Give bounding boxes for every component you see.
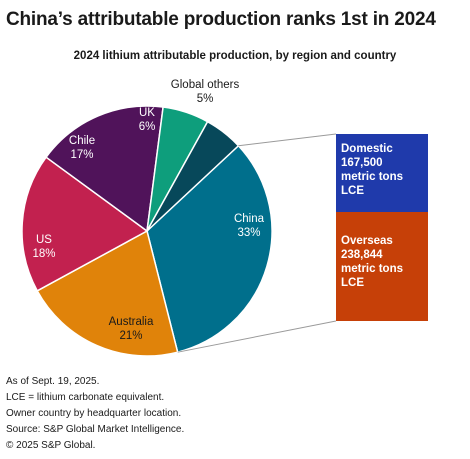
- footnote-copyright: © 2025 S&P Global.: [6, 440, 96, 451]
- domestic-line-2: 167,500: [341, 157, 383, 169]
- connector-bottom-line: [177, 320, 337, 353]
- slice-label-uk: UK 6%: [139, 107, 156, 133]
- slice-label-us: US 18%: [32, 234, 55, 260]
- overseas-line-4: LCE: [341, 277, 364, 289]
- domestic-line-4: LCE: [341, 185, 364, 197]
- pie-slice-australia: [36, 229, 179, 357]
- footnote-source: Source: S&P Global Market Intelligence.: [6, 424, 185, 435]
- slice-label-global-others: Global others 5%: [171, 79, 240, 105]
- footnotes: As of Sept. 19, 2025. LCE = lithium carb…: [6, 374, 184, 454]
- connector-top-line: [238, 133, 337, 147]
- chart-title: China’s attributable production ranks 1s…: [6, 9, 436, 30]
- pie-slice-chile: [45, 105, 164, 233]
- footnote-date: As of Sept. 19, 2025.: [6, 376, 100, 387]
- footnote-lce: LCE = lithium carbonate equivalent.: [6, 392, 165, 403]
- domestic-line-1: Domestic: [341, 143, 393, 155]
- pie-slice-global-others: [146, 120, 240, 232]
- chart-subtitle: 2024 lithium attributable production, by…: [73, 50, 397, 62]
- overseas-line-3: metric tons: [341, 263, 403, 275]
- slice-label-australia: Australia 21%: [109, 316, 154, 342]
- pie-slice-us: [21, 156, 149, 292]
- overseas-line-1: Overseas: [341, 235, 393, 247]
- domestic-breakdown-box: Domestic 167,500 metric tons LCE: [336, 134, 428, 212]
- footnote-owner: Owner country by headquarter location.: [6, 408, 182, 419]
- slice-label-china: China 33%: [234, 213, 265, 239]
- overseas-breakdown-box: Overseas 238,844 metric tons LCE: [336, 212, 428, 321]
- pie-slice-china: [146, 144, 273, 354]
- domestic-line-3: metric tons: [341, 171, 403, 183]
- slice-label-chile: Chile 17%: [69, 135, 95, 161]
- overseas-line-2: 238,844: [341, 249, 383, 261]
